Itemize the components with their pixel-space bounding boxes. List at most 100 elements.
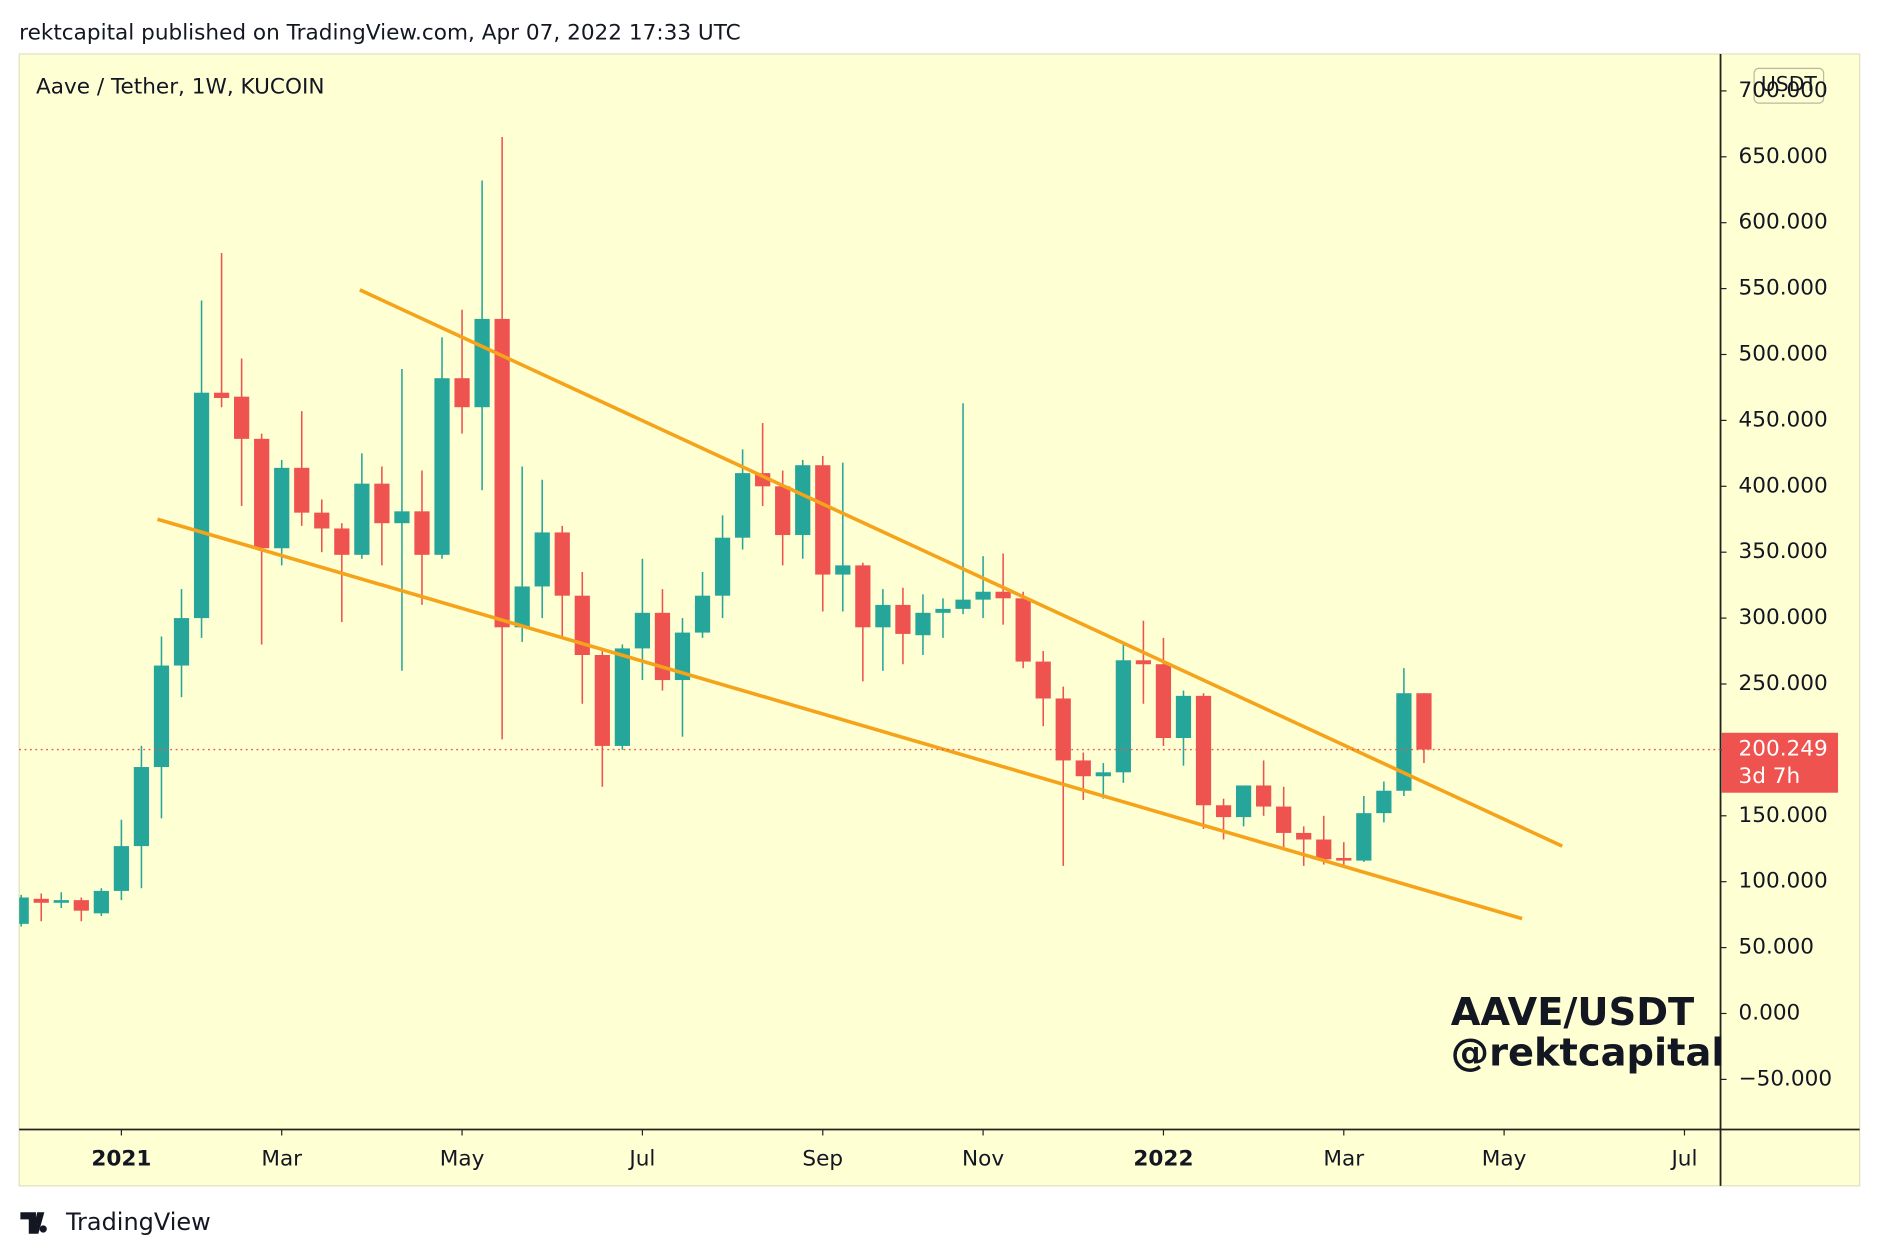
candle-body bbox=[875, 604, 891, 628]
candle-body bbox=[1015, 598, 1031, 662]
currency-badge bbox=[1753, 67, 1825, 104]
candle-body bbox=[855, 565, 871, 628]
currency: USDT bbox=[1761, 72, 1818, 96]
candle-body bbox=[254, 438, 270, 549]
candle-body bbox=[474, 318, 490, 408]
y-tick-label: 100.000 bbox=[1739, 869, 1828, 894]
y-tick-label: 400.000 bbox=[1739, 473, 1828, 498]
x-tick-label: 2021 bbox=[91, 1146, 151, 1171]
candle-body bbox=[454, 378, 470, 408]
candle-body bbox=[1075, 760, 1091, 777]
candle-body bbox=[234, 396, 250, 439]
candle-body bbox=[1316, 839, 1332, 860]
watermark: AAVE/USDT bbox=[1451, 990, 1694, 1035]
candle-body bbox=[354, 483, 370, 555]
candle-body bbox=[414, 511, 430, 555]
trendline bbox=[359, 288, 1563, 848]
watermark: @rektcapital bbox=[1451, 1031, 1725, 1076]
candle-body bbox=[314, 512, 330, 529]
y-tick-label: 700.000 bbox=[1739, 78, 1828, 103]
candle-body bbox=[614, 648, 630, 746]
candle-body bbox=[1035, 661, 1051, 699]
candle-body bbox=[19, 897, 29, 924]
x-tick-label: Mar bbox=[1323, 1146, 1364, 1171]
candle-body bbox=[654, 612, 671, 681]
candle-body bbox=[1256, 785, 1272, 807]
candle-body bbox=[334, 528, 350, 555]
candle-body bbox=[594, 654, 610, 746]
header: rektcapital published on TradingView.com… bbox=[19, 21, 741, 46]
tradingview-logo bbox=[20, 1212, 47, 1234]
candle-body bbox=[775, 486, 791, 536]
candle-body bbox=[434, 378, 450, 555]
candle-body bbox=[1095, 772, 1111, 777]
chart-title: Aave / Tether, 1W, KUCOIN bbox=[36, 75, 325, 100]
x-tick-label: May bbox=[440, 1146, 485, 1171]
x-tick-label: Nov bbox=[962, 1146, 1004, 1171]
candle-body bbox=[795, 465, 811, 536]
x-tick-label: Jul bbox=[1669, 1146, 1697, 1171]
y-tick-label: 150.000 bbox=[1739, 803, 1828, 828]
candle-body bbox=[1336, 857, 1352, 861]
candle-body bbox=[915, 612, 931, 636]
candle-body bbox=[213, 392, 230, 398]
candle-body bbox=[1195, 695, 1212, 806]
candle-body bbox=[634, 612, 651, 649]
x-tick-label: 2022 bbox=[1133, 1146, 1193, 1171]
x-tick-label: Jul bbox=[627, 1146, 655, 1171]
footer: TradingView bbox=[65, 1208, 211, 1236]
y-tick-label: 0.000 bbox=[1739, 1000, 1801, 1025]
candle-body bbox=[1416, 693, 1432, 750]
candle-body bbox=[394, 511, 410, 524]
candle-body bbox=[995, 591, 1011, 599]
candle-body bbox=[674, 632, 691, 681]
candle-body bbox=[1376, 790, 1392, 814]
y-tick-label: 600.000 bbox=[1739, 210, 1828, 235]
candle-body bbox=[1235, 785, 1252, 818]
candle-body bbox=[1135, 660, 1152, 665]
x-tick-label: Sep bbox=[802, 1146, 843, 1171]
candle-body bbox=[935, 608, 951, 613]
candle-body bbox=[153, 665, 170, 768]
candle-body bbox=[1175, 695, 1192, 739]
candle-body bbox=[554, 532, 570, 596]
candle-body bbox=[574, 595, 590, 655]
y-tick-label: 250.000 bbox=[1739, 671, 1828, 696]
candle-body bbox=[374, 483, 390, 524]
y-tick-label: 300.000 bbox=[1739, 605, 1828, 630]
y-tick-label: 350.000 bbox=[1739, 539, 1828, 564]
candle-body bbox=[113, 846, 130, 891]
candle-body bbox=[534, 532, 550, 587]
y-tick-label: 50.000 bbox=[1739, 935, 1815, 960]
candle-body bbox=[694, 595, 711, 633]
candle-body bbox=[1155, 664, 1172, 739]
plot bbox=[19, 137, 1563, 927]
candle-body bbox=[1396, 693, 1412, 791]
candle-body bbox=[33, 898, 49, 903]
candle-body bbox=[895, 604, 911, 634]
candle-body bbox=[815, 465, 831, 575]
countdown: 3d 7h bbox=[1739, 764, 1801, 789]
y-tick-label: 550.000 bbox=[1739, 276, 1828, 301]
x-tick-label: May bbox=[1482, 1146, 1527, 1171]
candle-body bbox=[975, 591, 991, 600]
candle-body bbox=[93, 890, 109, 914]
last-price-box bbox=[1721, 732, 1839, 793]
candle-body bbox=[955, 599, 971, 609]
trendline bbox=[156, 517, 1523, 921]
candle-body bbox=[514, 586, 530, 628]
candle-body bbox=[1055, 698, 1071, 761]
candle-body bbox=[714, 537, 731, 596]
last-price-label: 200.249 bbox=[1739, 737, 1828, 762]
candle-body bbox=[274, 467, 290, 549]
candle-body bbox=[734, 473, 751, 538]
y-tick-label: 450.000 bbox=[1739, 407, 1828, 432]
candle-body bbox=[73, 900, 89, 911]
candle-body bbox=[53, 900, 69, 903]
candle-body bbox=[173, 618, 190, 666]
candle-body bbox=[1215, 805, 1232, 818]
y-tick-label: 500.000 bbox=[1739, 341, 1828, 366]
candle-body bbox=[294, 467, 310, 513]
candle-body bbox=[133, 767, 150, 847]
candle-body bbox=[193, 392, 210, 619]
